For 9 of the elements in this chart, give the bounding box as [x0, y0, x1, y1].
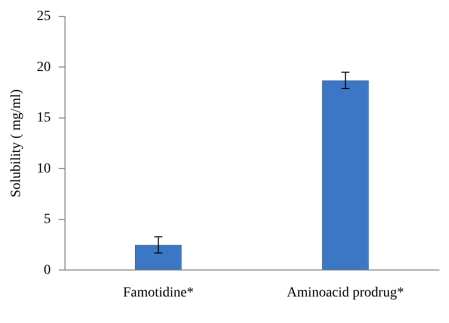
y-tick-label: 10 — [36, 161, 51, 176]
y-axis-title: Solubility ( mg/ml) — [9, 88, 24, 198]
x-tick-label: Famotidine* — [122, 285, 194, 300]
y-tick-label: 20 — [36, 60, 51, 75]
y-tick-label: 0 — [44, 262, 51, 278]
x-tick-label: Aminoacid prodrug* — [286, 285, 404, 300]
y-tick-label: 5 — [44, 212, 51, 228]
y-tick-label: 25 — [36, 9, 51, 24]
y-tick-label: 15 — [36, 110, 51, 126]
